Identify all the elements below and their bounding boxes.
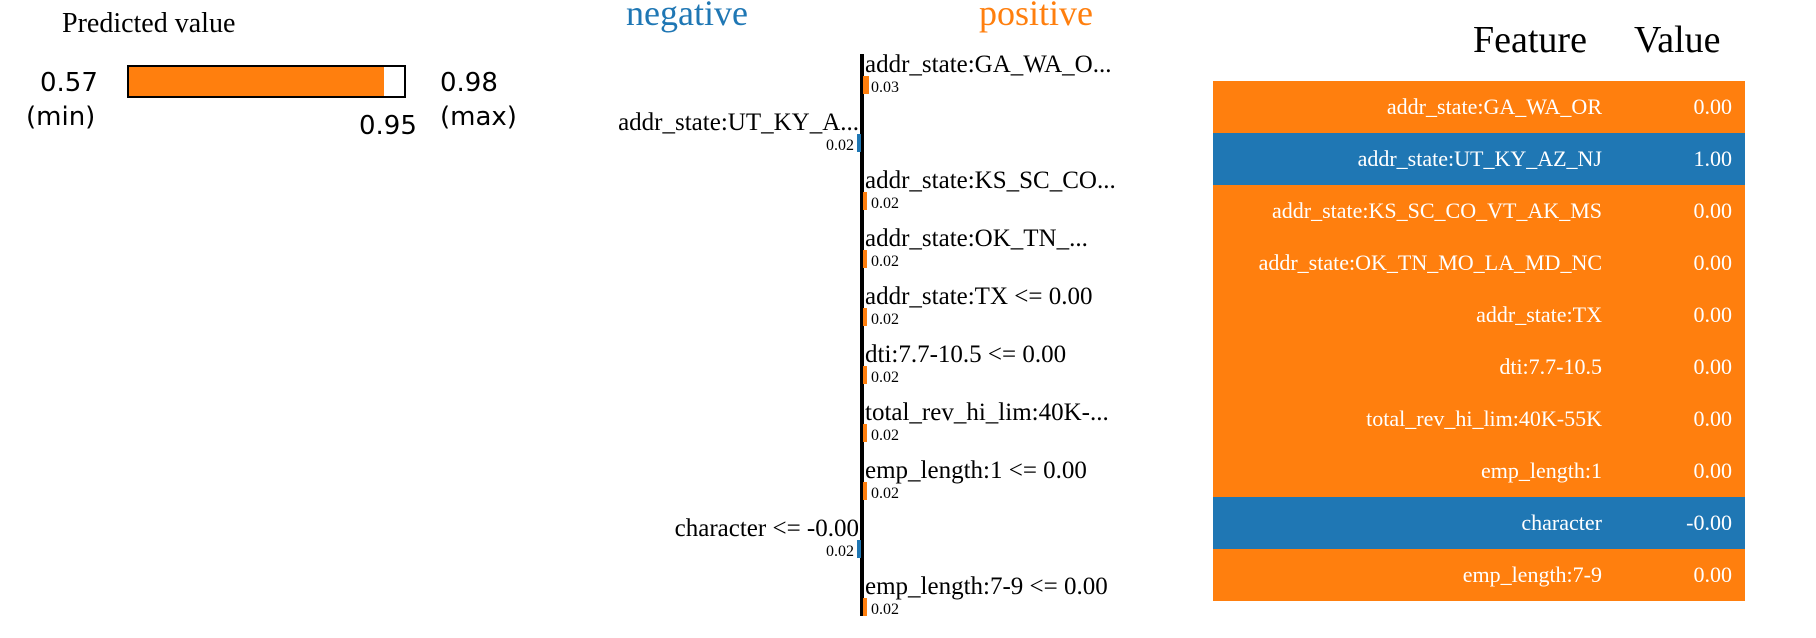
table-feature-value: -0.00 [1686,510,1732,535]
feature-label: addr_state:GA_WA_O... [865,51,1111,78]
table-row: addr_state:OK_TN_MO_LA_MD_NC 0.00 [1213,237,1745,289]
bar-value-label: 0.02 [871,369,899,386]
predicted-current-value: 0.95 [359,111,417,141]
table-row: emp_length:1 0.00 [1213,445,1745,497]
table-feature-value: 0.00 [1693,198,1733,223]
table-row: total_rev_hi_lim:40K-55K 0.00 [1213,393,1745,445]
table-feature-value: 0.00 [1693,458,1733,483]
feature-label: addr_state:KS_SC_CO... [865,167,1116,194]
positive-bar [863,192,867,210]
table-row: emp_length:7-9 0.00 [1213,549,1745,601]
table-row: addr_state:KS_SC_CO_VT_AK_MS 0.00 [1213,185,1745,237]
negative-bar [857,540,861,558]
positive-bar [863,424,867,442]
feature-label: character <= -0.00 [675,515,859,542]
positive-bar [863,76,869,94]
table-header-value: Value [1634,19,1721,61]
bar-value-label: 0.02 [826,543,854,560]
feature-label: total_rev_hi_lim:40K-... [865,399,1109,426]
predicted-value-title: Predicted value [62,8,236,39]
positive-bar [863,308,867,326]
table-feature-name: addr_state:TX [1476,302,1602,327]
feature-label: emp_length:7-9 <= 0.00 [865,573,1108,600]
feature-value-table: addr_state:GA_WA_OR 0.00 addr_state:UT_KY_… [1213,81,1745,601]
table-feature-name: character [1521,510,1602,535]
table-feature-value: 0.00 [1693,354,1733,379]
table-row: addr_state:GA_WA_OR 0.00 [1213,81,1745,133]
table-row: addr_state:UT_KY_AZ_NJ 1.00 [1213,133,1745,185]
positive-bar [863,250,867,268]
table-feature-value: 0.00 [1693,250,1733,275]
predicted-value-bar-fill [129,67,384,96]
feature-label: addr_state:UT_KY_A... [618,109,859,136]
bar-value-label: 0.02 [826,137,854,154]
contribution-chart: negative positive addr_state:GA_WA_O...0… [618,0,1116,618]
table-header-feature: Feature [1473,19,1587,61]
bar-value-label: 0.02 [871,311,899,328]
feature-label: addr_state:OK_TN_... [865,225,1088,252]
bar-value-label: 0.02 [871,253,899,270]
feature-label: addr_state:TX <= 0.00 [865,283,1092,310]
table-feature-name: addr_state:GA_WA_OR [1386,94,1602,119]
positive-header: positive [979,0,1093,33]
table-feature-name: addr_state:UT_KY_AZ_NJ [1357,146,1602,171]
bar-value-label: 0.03 [871,79,899,96]
table-row: addr_state:TX 0.00 [1213,289,1745,341]
table-feature-name: dti:7.7-10.5 [1499,354,1602,379]
positive-bar [863,598,867,616]
bar-value-label: 0.02 [871,195,899,212]
table-feature-name: total_rev_hi_lim:40K-55K [1366,406,1602,431]
table-feature-name: addr_state:OK_TN_MO_LA_MD_NC [1258,250,1602,275]
predicted-max-value: 0.98 [440,68,498,98]
table-feature-value: 1.00 [1693,146,1733,171]
table-feature-value: 0.00 [1693,302,1733,327]
negative-header: negative [626,0,748,33]
negative-bar [857,134,861,152]
predicted-min-label: (min) [26,102,96,132]
positive-bar [863,366,867,384]
table-row: dti:7.7-10.5 0.00 [1213,341,1745,393]
table-feature-name: addr_state:KS_SC_CO_VT_AK_MS [1271,198,1602,223]
bar-value-label: 0.02 [871,485,899,502]
positive-bar [863,482,867,500]
predicted-min-value: 0.57 [40,68,98,98]
table-row: character -0.00 [1213,497,1745,549]
table-feature-name: emp_length:7-9 [1462,562,1602,587]
bar-value-label: 0.02 [871,601,899,618]
table-feature-value: 0.00 [1693,562,1733,587]
table-feature-value: 0.00 [1693,94,1733,119]
predicted-max-label: (max) [440,102,517,132]
bar-value-label: 0.02 [871,427,899,444]
feature-label: dti:7.7-10.5 <= 0.00 [865,341,1066,368]
table-feature-value: 0.00 [1693,406,1733,431]
predicted-value-bar [127,65,406,98]
feature-label: emp_length:1 <= 0.00 [865,457,1087,484]
table-feature-name: emp_length:1 [1481,458,1602,483]
